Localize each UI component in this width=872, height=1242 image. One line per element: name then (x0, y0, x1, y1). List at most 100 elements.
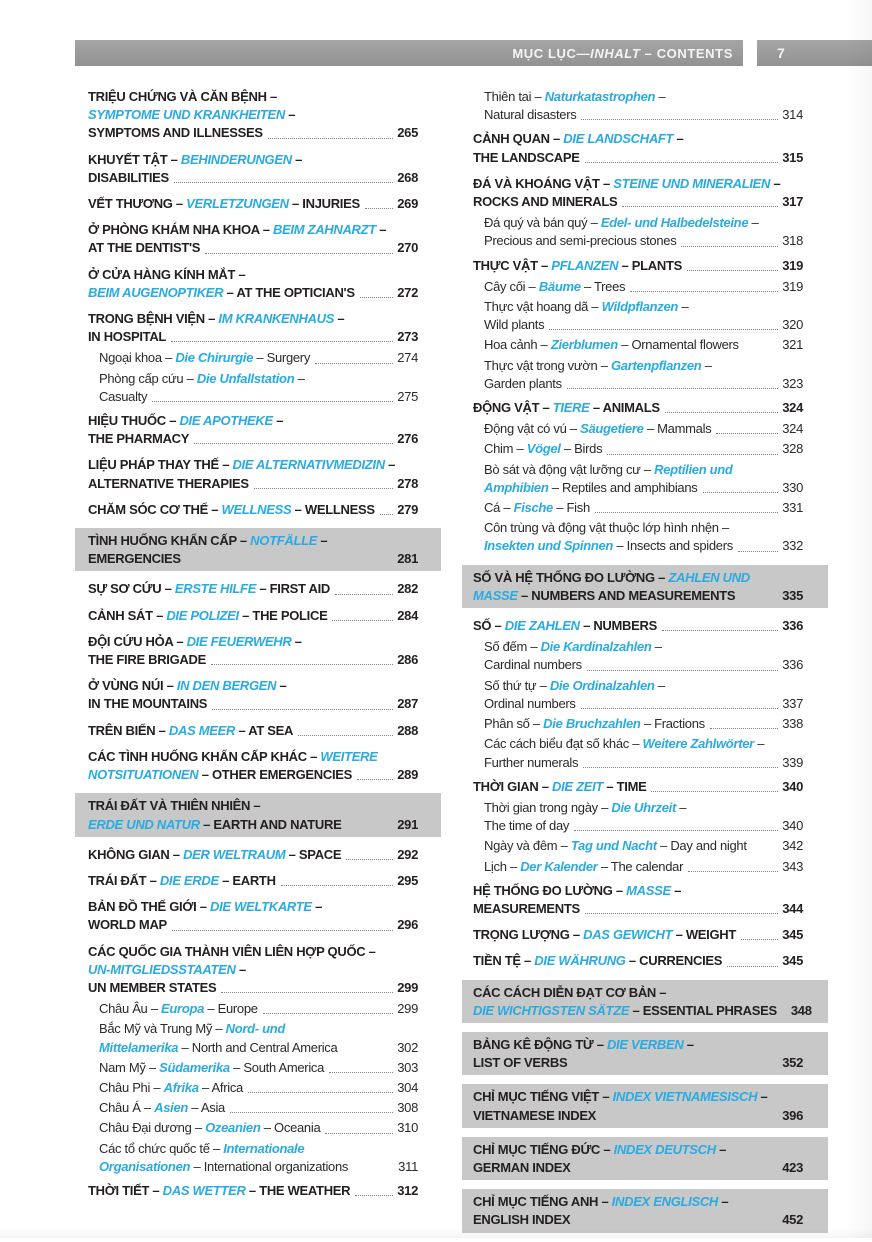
entry-text: BẢNG KÊ ĐỘNG TỪ – (473, 1036, 607, 1052)
toc-line: Ở PHÒNG KHÁM NHA KHOA – BEIM ZAHNARZT – (88, 221, 418, 239)
dot-leader (584, 912, 779, 915)
german-term-text: Tag und Nacht (570, 838, 657, 854)
german-term-text: MASSE (473, 587, 518, 603)
dot-leader (379, 513, 394, 516)
toc-line: HIỆU THUỐC – DIE APOTHEKE – (88, 412, 418, 430)
entry-text: VẾT THƯƠNG – (88, 196, 187, 212)
german-term-text: Wildpflanzen (601, 299, 679, 315)
entry-text: Phân số – (484, 716, 544, 732)
toc-line: Organisationen – International organizat… (99, 1158, 418, 1176)
page-number: 396 (782, 1107, 803, 1123)
entry-text: THỜI TIẾT – (88, 1182, 163, 1198)
toc-line: SỐ VÀ HỆ THỐNG ĐO LƯỜNG – ZAHLEN UND (473, 569, 803, 587)
german-term-text: VERLETZUNGEN (186, 196, 289, 212)
toc-line: Wild plants 320 (484, 316, 803, 334)
entry-text: SỰ SƠ CỨU – (88, 581, 175, 597)
entry-text: – (317, 533, 328, 549)
german-term-text: DIE WÄHRUNG (534, 953, 626, 969)
entry-text: CHĂM SÓC CƠ THỂ – (88, 501, 222, 517)
german-term-text: DER WELTRAUM (183, 846, 286, 862)
toc-line: TRÊN BIỂN – DAS MEER – AT SEA 288 (88, 722, 418, 740)
dot-leader (247, 1091, 394, 1094)
german-term-text: Ozeanien (205, 1120, 261, 1136)
german-term-text: WEITERE (320, 748, 378, 764)
german-term-text: DIE WICHTIGSTEN SÄTZE (473, 1002, 630, 1018)
toc-line: ENGLISH INDEX 452 (473, 1211, 803, 1229)
leader-gap (576, 1172, 779, 1173)
toc-subentry: Các tổ chức quốc tế – Internationale Orga… (88, 1140, 418, 1176)
entry-text: Thực vật trong vườn – (484, 357, 611, 373)
entry-text: Các tổ chức quốc tế – (99, 1140, 224, 1156)
dot-leader (709, 727, 779, 730)
german-term-text: MASSE (626, 882, 671, 898)
toc-line: ROCKS AND MINERALS 317 (473, 193, 803, 211)
entry-text: Châu Đại dương – (99, 1120, 206, 1136)
page-number: 292 (397, 846, 418, 862)
entry-text: Châu Á – (99, 1100, 155, 1116)
toc-line: Lịch – Der Kalender – The calendar 343 (484, 858, 803, 876)
dot-leader (221, 991, 394, 994)
dot-leader (298, 734, 394, 736)
toc-line: Châu Đại dương – Ozeanien – Oceania 310 (99, 1119, 418, 1137)
german-term-text: Zierblumen (550, 337, 618, 353)
toc-line: TRÁI ĐẤT – DIE ERDE – EARTH 295 (88, 872, 418, 890)
dot-leader (355, 1194, 394, 1197)
dot-leader (586, 669, 779, 671)
toc-entry: Ở VÙNG NÚI – IN DEN BERGEN – IN THE MOUNT… (88, 677, 418, 713)
dot-leader (566, 387, 779, 390)
toc-line: BẢNG KÊ ĐỘNG TỪ – DIE VERBEN – (473, 1036, 803, 1054)
dot-leader (584, 161, 779, 163)
entry-text: – THE WEATHER (245, 1182, 351, 1198)
toc-subentry: Cá – Fische – Fish 331 (473, 499, 803, 517)
entry-text: LIỆU PHÁP THAY THẾ – (88, 457, 233, 473)
entry-text: TÌNH HUỐNG KHẨN CẤP – (88, 533, 251, 549)
toc-subentry: Phòng cấp cứu – Die Unfallstation – Casua… (88, 370, 418, 406)
page-number: 335 (782, 587, 803, 603)
toc-line: IN THE MOUNTAINS 287 (88, 695, 418, 713)
page-number: 318 (782, 233, 803, 249)
page-number: 299 (397, 979, 418, 995)
dot-leader (583, 766, 779, 768)
toc-line: HỆ THỐNG ĐO LƯỜNG – MASSE – (473, 882, 803, 900)
german-term-text: BEHINDERUNGEN (180, 151, 292, 167)
entry-text: CHỈ MỤC TIẾNG ĐỨC – (473, 1141, 614, 1157)
toc-line: TRONG BỆNH VIỆN – IM KRANKENHAUS – (88, 310, 418, 328)
toc-line: WORLD MAP 296 (88, 916, 418, 934)
toc-subentry: Động vật có vú – Säugetiere – Mammals 324 (473, 420, 803, 438)
dot-leader (688, 870, 779, 872)
page-number: 284 (397, 607, 418, 623)
entry-text: SYMPTOMS AND ILLNESSES (88, 125, 263, 141)
entry-text: – NUMBERS (579, 618, 657, 634)
dot-leader (364, 207, 394, 210)
page-number: 268 (397, 169, 418, 185)
page-number: 321 (782, 337, 803, 353)
page-number: 311 (398, 1158, 418, 1174)
dot-leader (335, 593, 394, 595)
toc-entry: TRÊN BIỂN – DAS MEER – AT SEA 288 (88, 722, 418, 740)
dot-leader (152, 400, 394, 403)
entry-text: GERMAN INDEX (473, 1159, 571, 1175)
dot-leader (253, 487, 394, 489)
dot-leader (581, 118, 779, 121)
german-term-text: Weitere Zahlwörter (642, 736, 755, 752)
dot-leader (630, 290, 779, 293)
page-number: 323 (782, 375, 803, 391)
toc-line: CHỈ MỤC TIẾNG VIỆT – INDEX VIETNAMESISCH… (473, 1088, 803, 1106)
german-term-text: Südamerika (159, 1059, 230, 1075)
entry-text: ĐÁ VÀ KHOÁNG VẬT – (473, 175, 614, 191)
german-term-text: Afrika (163, 1079, 199, 1095)
leader-gap (572, 1067, 778, 1068)
toc-line: The time of day 340 (484, 817, 803, 835)
german-term-text: DIE WELTKARTE (209, 899, 312, 915)
entry-text: CẢNH QUAN – (473, 131, 564, 147)
toc-line: EMERGENCIES 281 (88, 550, 418, 568)
toc-entry: THỜI GIAN – DIE ZEIT – TIME 340 (473, 778, 803, 796)
entry-text: Số thứ tự – (484, 677, 550, 693)
entry-text: – WELLNESS (291, 501, 375, 517)
entry-text: – Trees (580, 278, 626, 294)
entry-text: ĐỘI CỨU HỎA – (88, 633, 187, 649)
toc-line: TIỀN TỆ – DIE WÄHRUNG – CURRENCIES 345 (473, 952, 803, 970)
page-number: 302 (397, 1039, 418, 1055)
entry-text: – EARTH AND NATURE (199, 816, 342, 832)
toc-line: KHÔNG GIAN – DER WELTRAUM – SPACE 292 (88, 846, 418, 864)
